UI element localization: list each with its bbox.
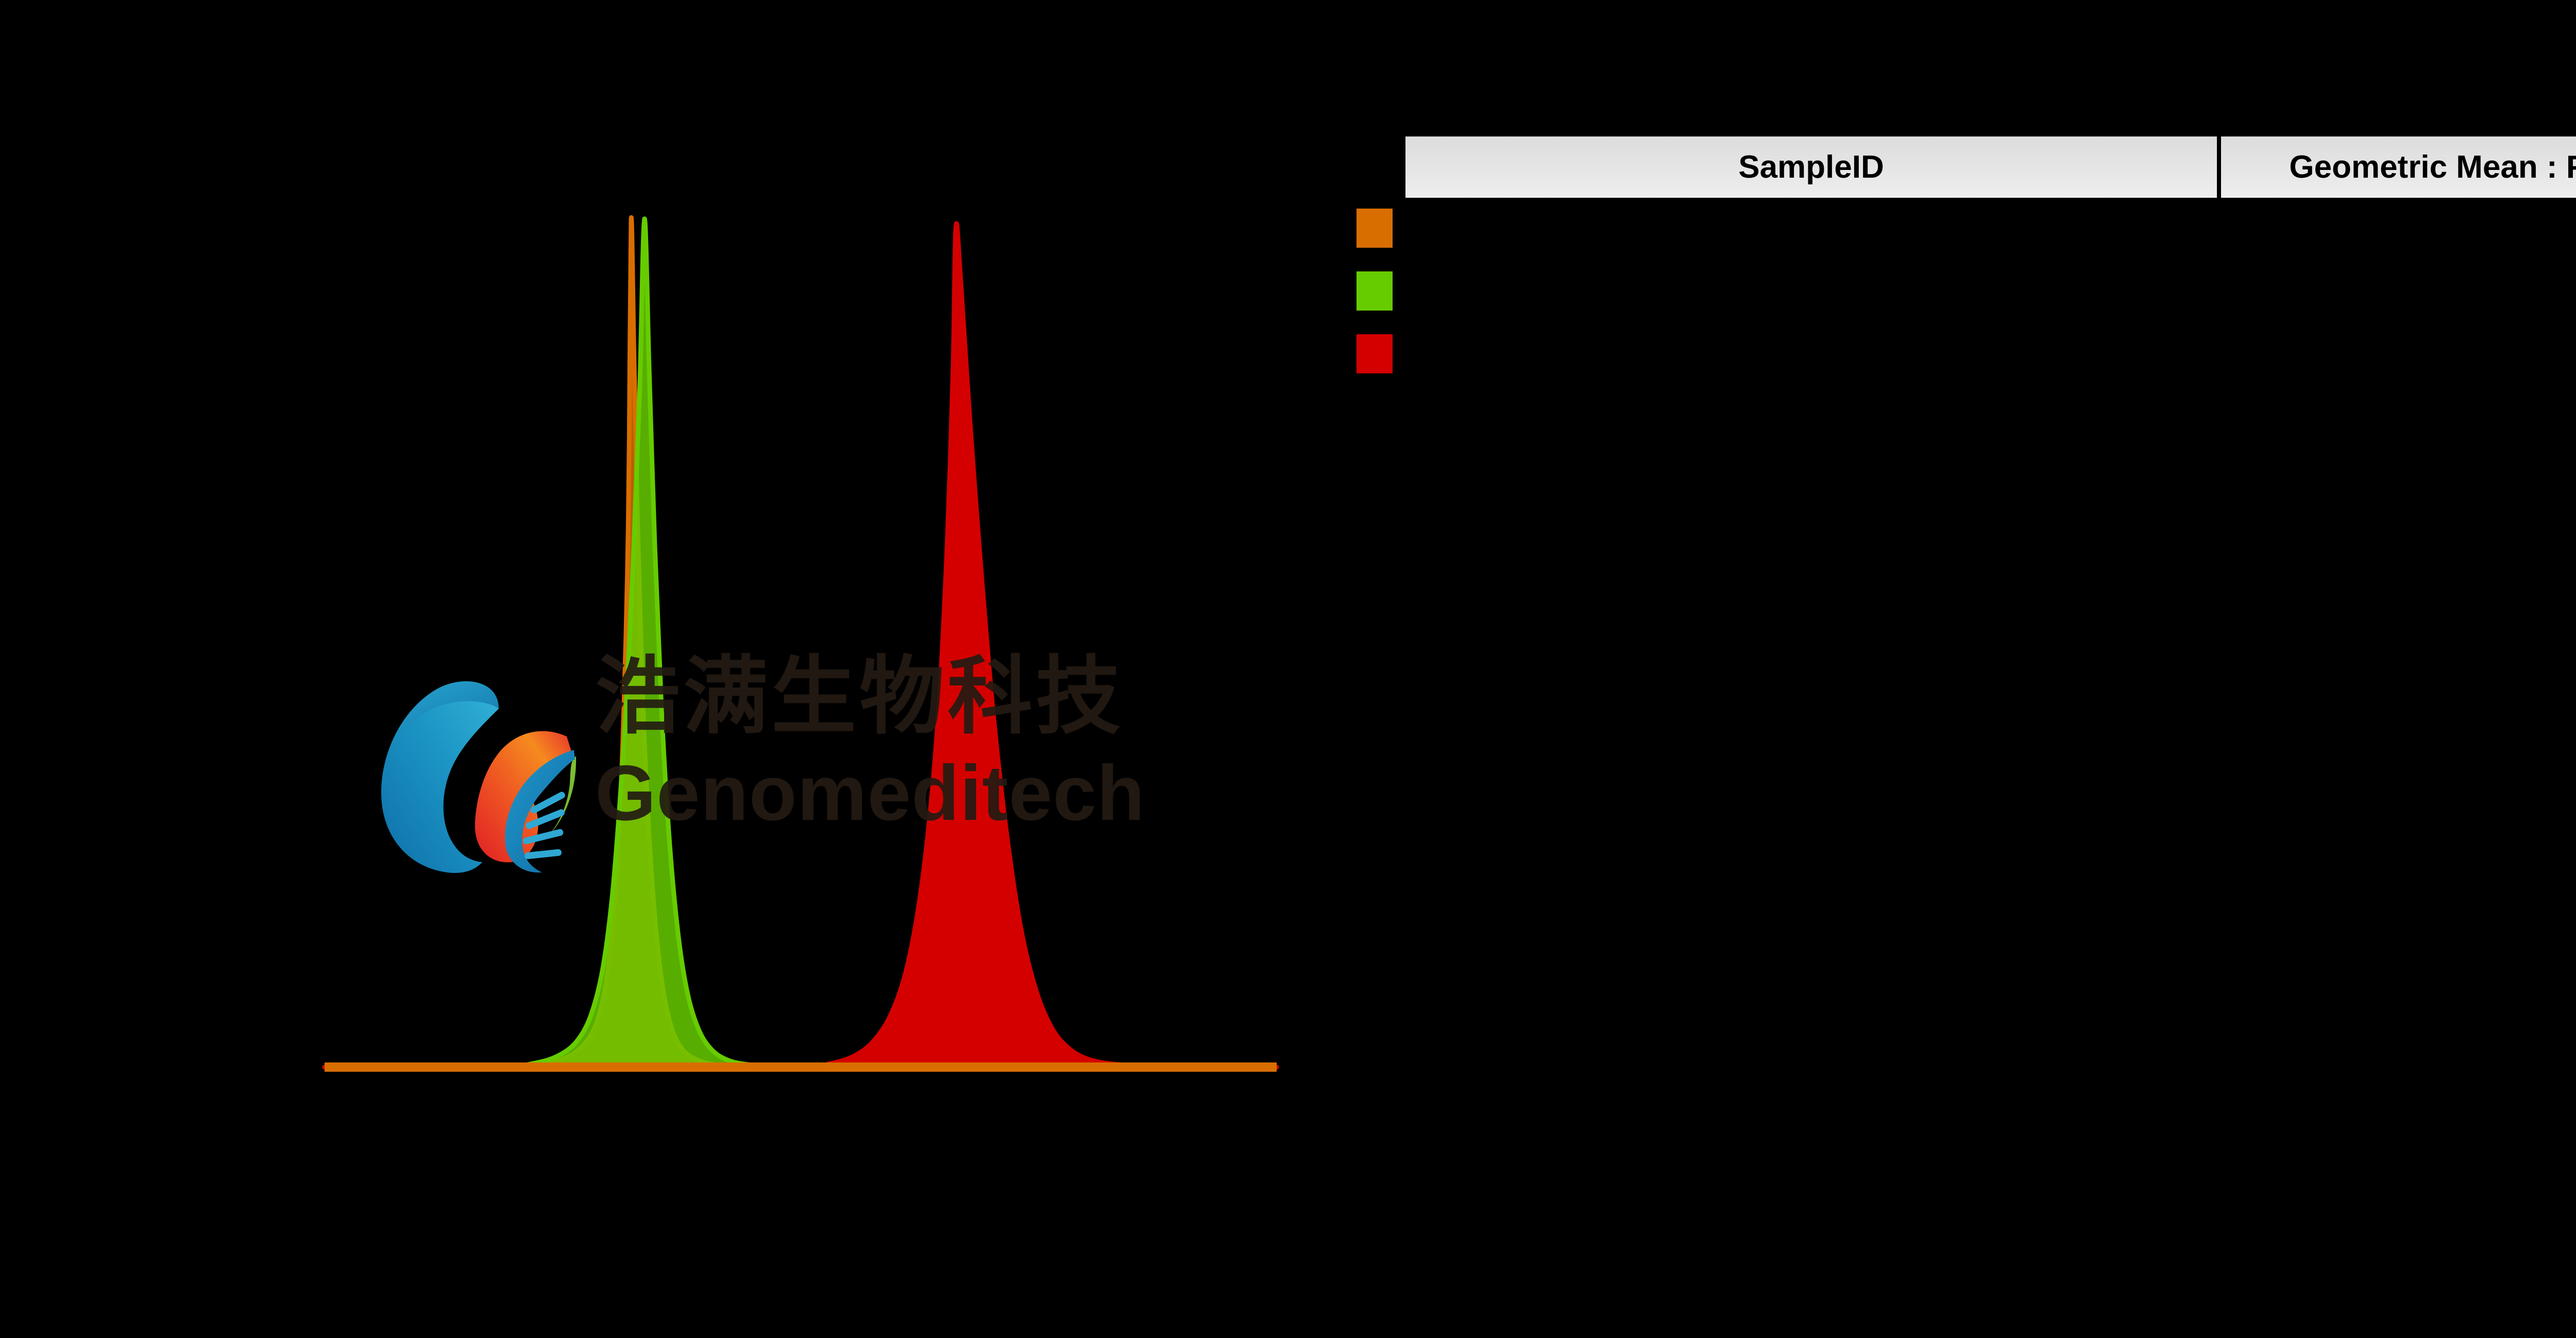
statistics-table: SampleID Geometric Mean : FL11-H — [1401, 133, 2576, 198]
baseline-layer — [325, 1062, 1277, 1072]
histogram-chart — [0, 0, 1350, 1338]
axis-baseline — [325, 1062, 1277, 1072]
column-header-sample-id[interactable]: SampleID — [1401, 136, 2219, 198]
column-header-geometric-mean[interactable]: Geometric Mean : FL11-H — [2219, 136, 2576, 198]
series-red-swatch[interactable] — [1357, 334, 1393, 373]
chart-background — [0, 0, 1350, 1338]
series-line-sample-3 — [322, 221, 1279, 1070]
statistics-table-header-row: SampleID Geometric Mean : FL11-H — [1401, 136, 2576, 198]
series-layer — [322, 215, 1279, 1070]
series-orange-swatch[interactable] — [1357, 209, 1393, 248]
legend-swatches — [1357, 209, 1398, 379]
series-line-sample-2 — [322, 216, 1279, 1070]
histogram-plot-area: 浩满生物科技 Genomeditech — [0, 0, 1350, 1338]
series-green-swatch[interactable] — [1357, 271, 1393, 311]
